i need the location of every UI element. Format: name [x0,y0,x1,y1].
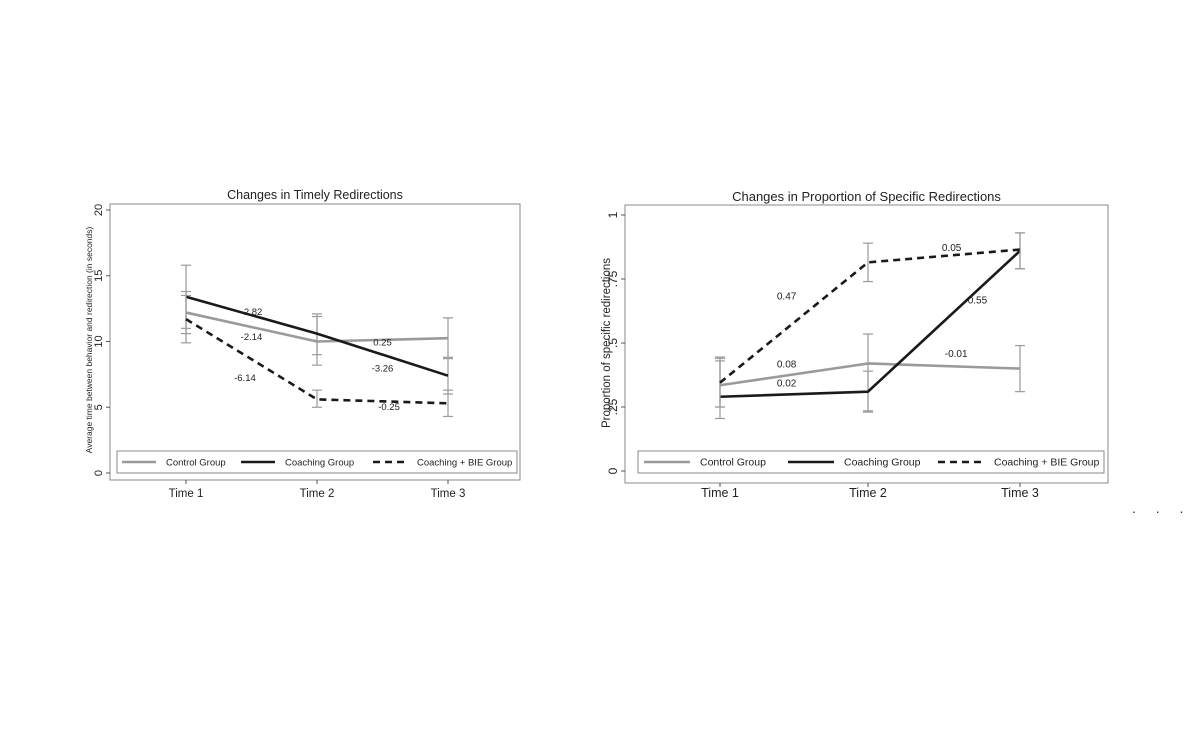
y-tick-label: .5 [606,338,620,348]
change-label: 0.25 [373,337,392,348]
y-tick-label: 10 [93,335,105,347]
legend: Control Group Coaching Group Coaching + BI… [637,450,1105,474]
change-label: 0.08 [777,359,797,370]
change-label: -3.26 [372,364,394,375]
y-tick-label: 15 [93,270,105,282]
series-coaching-group [181,264,453,395]
x-tick-label: Time 2 [300,488,335,500]
plot-frame [624,204,1109,484]
change-label: -2.82 [241,307,263,318]
chart-title: Changes in Timely Redirections [227,188,403,202]
y-tick-label: 5 [93,404,105,410]
y-tick-label: 0 [606,467,620,474]
y-tick-label: 0 [93,470,105,476]
series-coaching-bie-group [715,232,1025,408]
change-label: -6.14 [234,373,256,384]
change-label: -0.01 [945,349,968,360]
y-tick-label: 1 [606,211,620,218]
y-axis-label: Average time between behavior and redire… [84,227,94,454]
legend-label: Coaching + BIE Group [417,458,512,469]
series-line [185,318,449,405]
series-line [185,295,449,377]
series-control-group [715,333,1025,413]
specific-redirections-chart: Changes in Proportion of Specific Redire… [601,189,1109,500]
y-axis-label: Proportion of specific redirections [601,258,613,428]
change-label: 0.02 [777,379,797,390]
x-tick-label: Time 3 [1001,486,1039,500]
change-label: 0.47 [777,291,797,302]
series-coaching-bie-group [181,294,453,418]
change-label: 0.55 [968,295,988,306]
legend-label: Coaching + BIE Group [994,457,1100,469]
series-coaching-group [715,232,1025,420]
y-tick-label: .25 [606,398,620,415]
x-tick-label: Time 2 [849,486,887,500]
change-label: -2.14 [241,332,263,343]
legend-box [116,450,518,474]
trailing-dots: . . . [1132,500,1192,516]
change-label: -0.25 [378,402,400,413]
legend-label: Control Group [166,458,226,469]
x-tick-label: Time 1 [169,488,204,500]
series-line [719,248,1021,384]
chart-title: Changes in Proportion of Specific Redire… [732,189,1001,204]
x-tick-label: Time 3 [431,488,466,500]
legend-label: Coaching Group [844,457,921,469]
legend-label: Control Group [700,457,766,469]
change-label: 0.05 [942,243,962,254]
series-line [719,362,1021,387]
legend: Control Group Coaching Group Coaching + BI… [116,450,518,474]
y-tick-label: .75 [606,270,620,287]
legend-label: Coaching Group [285,458,354,469]
legend-box [637,450,1105,474]
x-tick-label: Time 1 [701,486,739,500]
y-tick-label: 20 [93,204,105,216]
timely-redirections-chart: Changes in Timely Redirections 0 5 10 15 20 Av… [84,188,521,500]
series-line [719,249,1021,399]
